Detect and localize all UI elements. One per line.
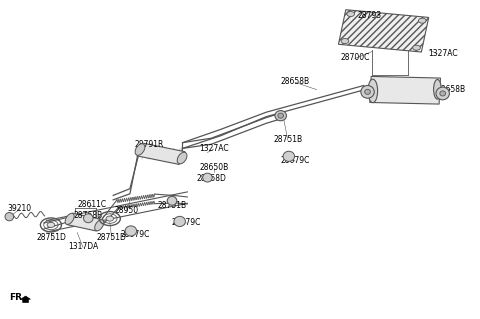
Polygon shape — [21, 296, 30, 302]
Ellipse shape — [440, 91, 445, 96]
Ellipse shape — [347, 11, 355, 17]
Text: 28679C: 28679C — [120, 230, 149, 239]
Text: 28650B: 28650B — [199, 163, 228, 172]
Text: 28658D: 28658D — [196, 174, 226, 183]
Text: 28768B: 28768B — [74, 211, 103, 219]
Ellipse shape — [283, 151, 295, 161]
Ellipse shape — [436, 87, 449, 100]
Ellipse shape — [167, 196, 177, 205]
Text: 28793: 28793 — [357, 11, 381, 20]
Ellipse shape — [135, 144, 145, 155]
Text: 28679C: 28679C — [280, 156, 310, 165]
Text: 28751B: 28751B — [273, 135, 302, 144]
Ellipse shape — [177, 152, 187, 164]
Text: FR.: FR. — [9, 293, 26, 302]
Ellipse shape — [203, 173, 212, 182]
Text: 28658B: 28658B — [436, 85, 465, 94]
Text: 1327AC: 1327AC — [429, 48, 458, 58]
Ellipse shape — [106, 216, 114, 221]
Text: 28611C: 28611C — [77, 200, 106, 209]
Text: 28751B: 28751B — [157, 201, 187, 210]
Ellipse shape — [365, 89, 371, 94]
Text: 28751D: 28751D — [36, 234, 66, 242]
Ellipse shape — [47, 222, 55, 227]
Ellipse shape — [65, 213, 74, 225]
Ellipse shape — [341, 39, 349, 44]
Text: 39210: 39210 — [8, 204, 32, 213]
Text: 28679C: 28679C — [172, 218, 201, 227]
Polygon shape — [137, 143, 185, 164]
Ellipse shape — [125, 226, 137, 236]
Ellipse shape — [95, 220, 104, 231]
Ellipse shape — [419, 18, 426, 23]
Text: 28751D: 28751D — [97, 234, 127, 242]
Polygon shape — [67, 213, 102, 231]
Ellipse shape — [84, 214, 93, 223]
Ellipse shape — [368, 79, 378, 103]
Ellipse shape — [413, 45, 420, 50]
Ellipse shape — [361, 85, 374, 98]
Ellipse shape — [278, 113, 284, 118]
Text: 1317DA: 1317DA — [68, 242, 98, 251]
Ellipse shape — [275, 111, 287, 121]
Ellipse shape — [174, 216, 185, 226]
Text: 28700C: 28700C — [340, 53, 370, 62]
Polygon shape — [370, 77, 441, 104]
Text: 28791R: 28791R — [134, 140, 164, 149]
Text: 1327AC: 1327AC — [199, 144, 228, 153]
Ellipse shape — [5, 212, 13, 221]
Text: 28950: 28950 — [115, 206, 139, 215]
Text: 28658B: 28658B — [280, 77, 310, 86]
Ellipse shape — [433, 79, 441, 99]
Polygon shape — [338, 10, 429, 52]
